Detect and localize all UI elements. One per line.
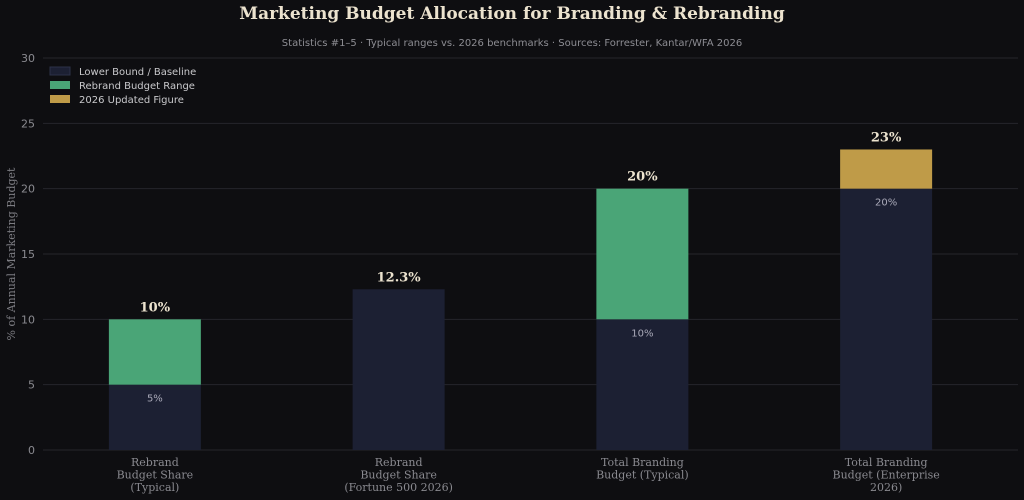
bar-inner-label: 20% bbox=[875, 198, 897, 209]
x-category-line: 2026) bbox=[870, 481, 902, 494]
bar-segment bbox=[596, 188, 689, 320]
x-category-label: Total Branding Budget (Typical) bbox=[596, 456, 689, 482]
bar-inner-label: 10% bbox=[631, 328, 653, 339]
x-category-line: Budget (Typical) bbox=[596, 469, 689, 482]
y-tick-label: 0 bbox=[28, 444, 35, 457]
grid-lines bbox=[43, 57, 1018, 451]
bar-segment bbox=[108, 384, 201, 450]
bar-segment bbox=[840, 149, 933, 189]
y-tick-label: 20 bbox=[21, 183, 35, 196]
x-category-line: Budget Share bbox=[117, 469, 194, 482]
bar-segment bbox=[840, 188, 933, 450]
x-category-line: (Fortune 500 2026) bbox=[344, 481, 453, 494]
x-category-line: Rebrand bbox=[131, 456, 179, 469]
x-axis-categories: Rebrand Budget Share (Typical)Rebrand Budge… bbox=[117, 456, 940, 494]
y-tick-label: 15 bbox=[21, 248, 35, 261]
legend-swatch bbox=[50, 95, 70, 103]
x-category-label: Rebrand Budget Share (Typical) bbox=[117, 456, 194, 494]
bar-total-label: 10% bbox=[140, 300, 171, 315]
bar-group: 10% 5% 12.3% 20% 10% 23% 20% bbox=[108, 130, 933, 450]
x-category-line: Budget (Enterprise bbox=[833, 469, 940, 482]
y-tick-label: 25 bbox=[21, 117, 35, 130]
y-tick-label: 5 bbox=[28, 379, 35, 392]
bar-total-label: 23% bbox=[871, 130, 902, 145]
legend-swatch bbox=[50, 81, 70, 89]
bar-segment bbox=[596, 319, 689, 450]
legend-label: Lower Bound / Baseline bbox=[79, 67, 196, 78]
bar-segment bbox=[352, 289, 445, 450]
x-category-line: Total Branding bbox=[601, 456, 684, 469]
bar-total-label: 20% bbox=[627, 170, 658, 185]
bar-segment bbox=[108, 319, 201, 385]
legend-label: Rebrand Budget Range bbox=[79, 81, 195, 92]
y-axis-ticks: 0 5 10 15 20 25 30 bbox=[21, 52, 35, 457]
y-tick-label: 10 bbox=[21, 313, 35, 326]
bar-total-label: 12.3% bbox=[377, 270, 422, 285]
x-category-label: Rebrand Budget Share (Fortune 500 2026) bbox=[344, 456, 453, 494]
x-category-line: Rebrand bbox=[375, 456, 423, 469]
chart-title: Marketing Budget Allocation for Branding… bbox=[239, 4, 785, 24]
legend-swatch bbox=[49, 66, 71, 76]
x-category-line: (Typical) bbox=[130, 481, 179, 494]
x-category-line: Budget Share bbox=[360, 469, 437, 482]
y-tick-label: 30 bbox=[21, 52, 35, 65]
y-axis-label: % of Annual Marketing Budget bbox=[5, 167, 18, 340]
x-category-line: Total Branding bbox=[845, 456, 928, 469]
chart-subtitle: Statistics #1–5 · Typical ranges vs. 202… bbox=[282, 38, 742, 49]
x-category-label: Total Branding Budget (Enterprise 2026) bbox=[833, 456, 940, 494]
legend: Lower Bound / Baseline Rebrand Budget Ran… bbox=[49, 66, 196, 106]
bar-inner-label: 5% bbox=[147, 394, 163, 405]
legend-label: 2026 Updated Figure bbox=[79, 95, 184, 106]
